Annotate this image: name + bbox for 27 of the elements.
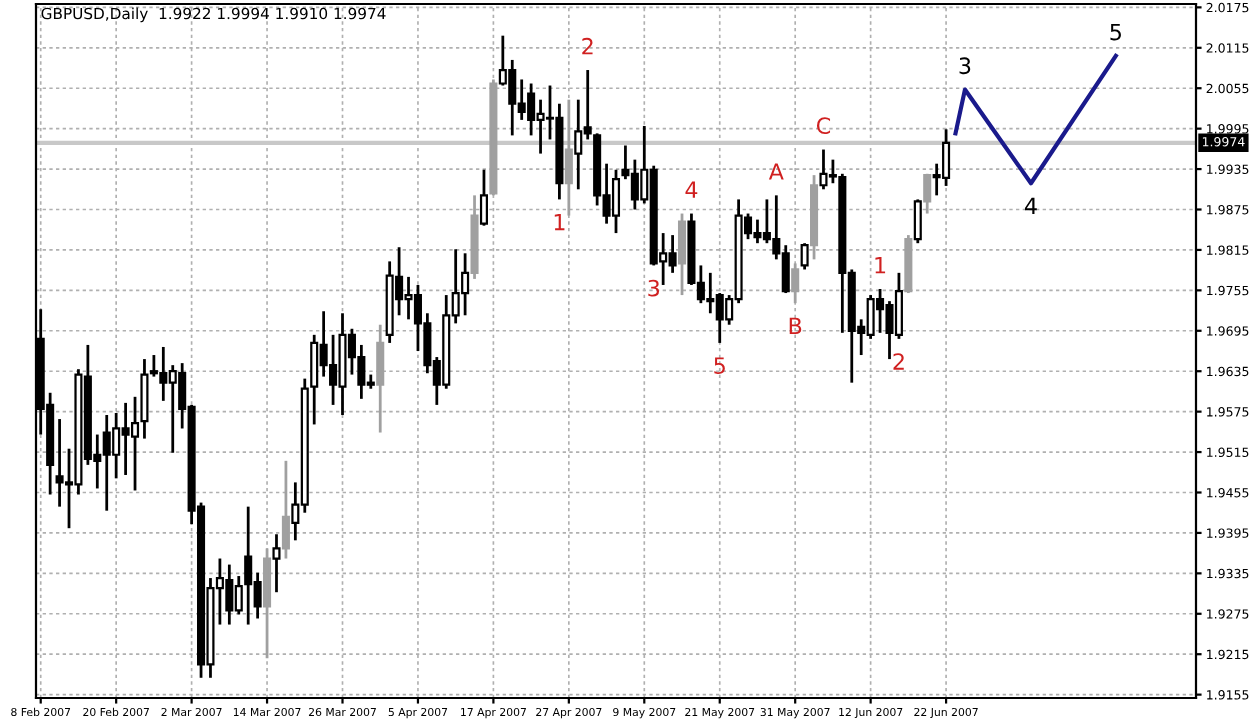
annotation: 3 — [648, 279, 660, 297]
text: B — [789, 317, 802, 334]
text: 5 — [1110, 23, 1121, 41]
candlestick — [479, 168, 488, 228]
candlestick — [281, 459, 290, 560]
candlestick — [272, 532, 281, 594]
candlestick — [913, 198, 922, 245]
candlestick — [376, 323, 385, 434]
text: 1 — [554, 213, 565, 231]
candlestick — [263, 547, 272, 660]
candlestick — [564, 98, 573, 217]
text: A — [768, 163, 784, 180]
candlestick — [611, 168, 621, 235]
annotation: 4 — [685, 181, 698, 198]
text: 3 — [959, 57, 971, 75]
text: 2 — [893, 353, 904, 370]
candlestick — [130, 395, 140, 492]
candlestick — [923, 172, 932, 215]
text: 1 — [875, 257, 886, 274]
text: C — [816, 117, 831, 135]
text: 2 — [582, 37, 593, 55]
text: 4 — [1024, 197, 1037, 214]
line-series — [953, 53, 1118, 186]
candlestick — [677, 212, 687, 297]
candlestick — [791, 262, 800, 305]
annotation: 5 — [714, 357, 725, 374]
candlestick — [800, 241, 809, 271]
